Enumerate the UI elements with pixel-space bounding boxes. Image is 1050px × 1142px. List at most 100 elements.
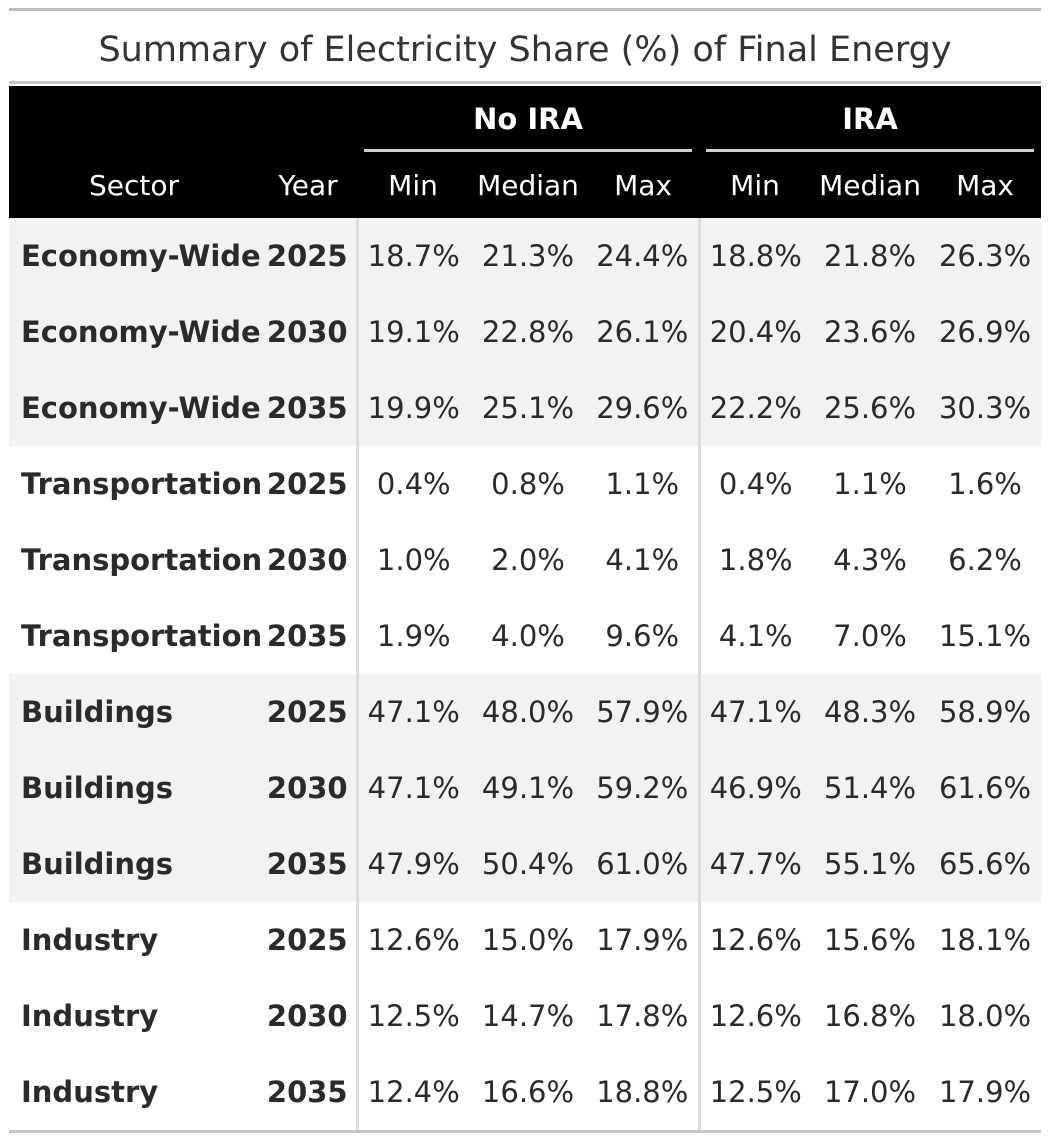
- sector-cell: Industry: [21, 999, 159, 1033]
- table-row: Economy-Wide 2025 18.7% 21.3% 24.4% 18.8% 21.8…: [9, 218, 1042, 294]
- no-ira-max-cell: 17.9%: [587, 902, 701, 978]
- table-header: No IRA IRA Sector Year Min Median Max Mi…: [9, 86, 1042, 218]
- bottom-rule: [9, 1130, 1041, 1133]
- ira-median-cell: 16.8%: [823, 999, 917, 1033]
- sector-cell: Industry: [21, 1075, 159, 1109]
- year-cell: 2030: [259, 294, 359, 370]
- sector-cell: Economy-Wide: [21, 239, 261, 273]
- year-cell: 2025: [259, 674, 359, 750]
- sector-cell: Transportation: [21, 619, 263, 653]
- ira-median-cell: 17.0%: [823, 1075, 917, 1109]
- no-ira-min-cell: 12.4%: [367, 1075, 460, 1109]
- no-ira-min-cell: 47.9%: [367, 847, 460, 881]
- ira-min-cell: 18.8%: [709, 239, 802, 273]
- no-ira-median-cell: 48.0%: [481, 695, 575, 729]
- year-cell: 2025: [259, 446, 359, 522]
- no-ira-max-cell: 4.1%: [587, 522, 701, 598]
- sector-cell: Economy-Wide: [21, 391, 261, 425]
- summary-table: No IRA IRA Sector Year Min Median Max Mi…: [9, 86, 1042, 1130]
- table-row: Economy-Wide 2030 19.1% 22.8% 26.1% 20.4% 23.6…: [9, 294, 1042, 370]
- sector-cell: Transportation: [21, 467, 263, 501]
- ira-max-cell: 1.6%: [948, 467, 1022, 501]
- no-ira-max-cell: 17.8%: [587, 978, 701, 1054]
- spanner-ira-cell: IRA: [699, 86, 1041, 152]
- sector-cell: Buildings: [21, 771, 173, 805]
- year-cell: 2025: [259, 218, 359, 294]
- ira-max-cell: 30.3%: [938, 391, 1032, 425]
- no-ira-median-cell: 25.1%: [481, 391, 575, 425]
- ira-max-cell: 17.9%: [938, 1075, 1032, 1109]
- no-ira-max-cell: 59.2%: [587, 750, 701, 826]
- ira-min-cell: 12.6%: [709, 999, 802, 1033]
- table-row: Buildings 2030 47.1% 49.1% 59.2% 46.9% 51.4% 61…: [9, 750, 1042, 826]
- spanner-ira: IRA: [706, 97, 1035, 152]
- no-ira-min-cell: 1.0%: [376, 543, 451, 577]
- ira-max-cell: 26.3%: [938, 239, 1032, 273]
- no-ira-median-cell: 21.3%: [481, 239, 575, 273]
- sector-cell: Economy-Wide: [21, 315, 261, 349]
- ira-max-cell: 18.0%: [938, 999, 1032, 1033]
- no-ira-min-cell: 1.9%: [376, 619, 451, 653]
- table-body: Economy-Wide 2025 18.7% 21.3% 24.4% 18.8% 21.8…: [9, 218, 1042, 1130]
- col-header-no-ira-median: Median: [477, 168, 579, 202]
- col-header-year: Year: [278, 168, 338, 202]
- ira-median-cell: 25.6%: [823, 391, 917, 425]
- ira-median-cell: 23.6%: [823, 315, 917, 349]
- ira-min-cell: 46.9%: [709, 771, 802, 805]
- col-header-ira-median: Median: [819, 168, 921, 202]
- spanner-no-ira-cell: No IRA: [357, 86, 699, 152]
- no-ira-max-cell: 57.9%: [587, 674, 701, 750]
- no-ira-max-cell: 18.8%: [587, 1054, 701, 1130]
- ira-min-cell: 1.8%: [718, 543, 793, 577]
- ira-median-cell: 51.4%: [823, 771, 917, 805]
- year-cell: 2035: [259, 598, 359, 674]
- ira-median-cell: 55.1%: [823, 847, 917, 881]
- spanner-empty: [9, 86, 259, 152]
- no-ira-max-cell: 29.6%: [587, 370, 701, 446]
- year-cell: 2030: [259, 522, 359, 598]
- spanner-row: No IRA IRA: [9, 86, 1042, 152]
- no-ira-median-cell: 16.6%: [481, 1075, 575, 1109]
- ira-median-cell: 1.1%: [833, 467, 907, 501]
- no-ira-median-cell: 49.1%: [481, 771, 575, 805]
- table-title: Summary of Electricity Share (%) of Fina…: [98, 30, 952, 70]
- spanner-no-ira: No IRA: [364, 97, 693, 152]
- top-rule: [9, 8, 1041, 11]
- sector-cell: Industry: [21, 923, 159, 957]
- no-ira-max-cell: 61.0%: [587, 826, 701, 902]
- no-ira-min-cell: 0.4%: [376, 467, 451, 501]
- ira-min-cell: 22.2%: [709, 391, 802, 425]
- no-ira-min-cell: 19.1%: [367, 315, 460, 349]
- no-ira-max-cell: 24.4%: [587, 218, 701, 294]
- table-row: Industry 2025 12.6% 15.0% 17.9% 12.6% 15.6% 18.…: [9, 902, 1041, 978]
- ira-min-cell: 47.7%: [709, 847, 802, 881]
- sector-cell: Transportation: [21, 543, 263, 577]
- ira-max-cell: 18.1%: [938, 923, 1032, 957]
- no-ira-min-cell: 47.1%: [367, 695, 460, 729]
- year-cell: 2030: [259, 750, 359, 826]
- ira-median-cell: 15.6%: [823, 923, 917, 957]
- no-ira-min-cell: 47.1%: [367, 771, 460, 805]
- no-ira-max-cell: 1.1%: [587, 446, 701, 522]
- no-ira-median-cell: 50.4%: [481, 847, 575, 881]
- col-header-sector: Sector: [88, 168, 179, 202]
- no-ira-median-cell: 15.0%: [481, 923, 575, 957]
- ira-min-cell: 0.4%: [718, 467, 793, 501]
- no-ira-median-cell: 22.8%: [481, 315, 575, 349]
- year-cell: 2035: [259, 826, 359, 902]
- ira-median-cell: 48.3%: [823, 695, 917, 729]
- ira-min-cell: 12.6%: [709, 923, 802, 957]
- ira-min-cell: 47.1%: [709, 695, 802, 729]
- ira-max-cell: 65.6%: [938, 847, 1032, 881]
- no-ira-min-cell: 12.6%: [367, 923, 460, 957]
- no-ira-median-cell: 4.0%: [491, 619, 565, 653]
- sector-cell: Buildings: [21, 695, 173, 729]
- col-header-ira-min: Min: [730, 168, 780, 202]
- ira-median-cell: 7.0%: [833, 619, 907, 653]
- table-row: Transportation 2025 0.4% 0.8% 1.1% 0.4% 1.1% 1.…: [9, 446, 1041, 522]
- ira-median-cell: 21.8%: [823, 239, 917, 273]
- no-ira-max-cell: 26.1%: [587, 294, 701, 370]
- year-cell: 2030: [259, 978, 359, 1054]
- table-row: Transportation 2030 1.0% 2.0% 4.1% 1.8% 4.3% 6.…: [9, 522, 1041, 598]
- no-ira-median-cell: 0.8%: [491, 467, 565, 501]
